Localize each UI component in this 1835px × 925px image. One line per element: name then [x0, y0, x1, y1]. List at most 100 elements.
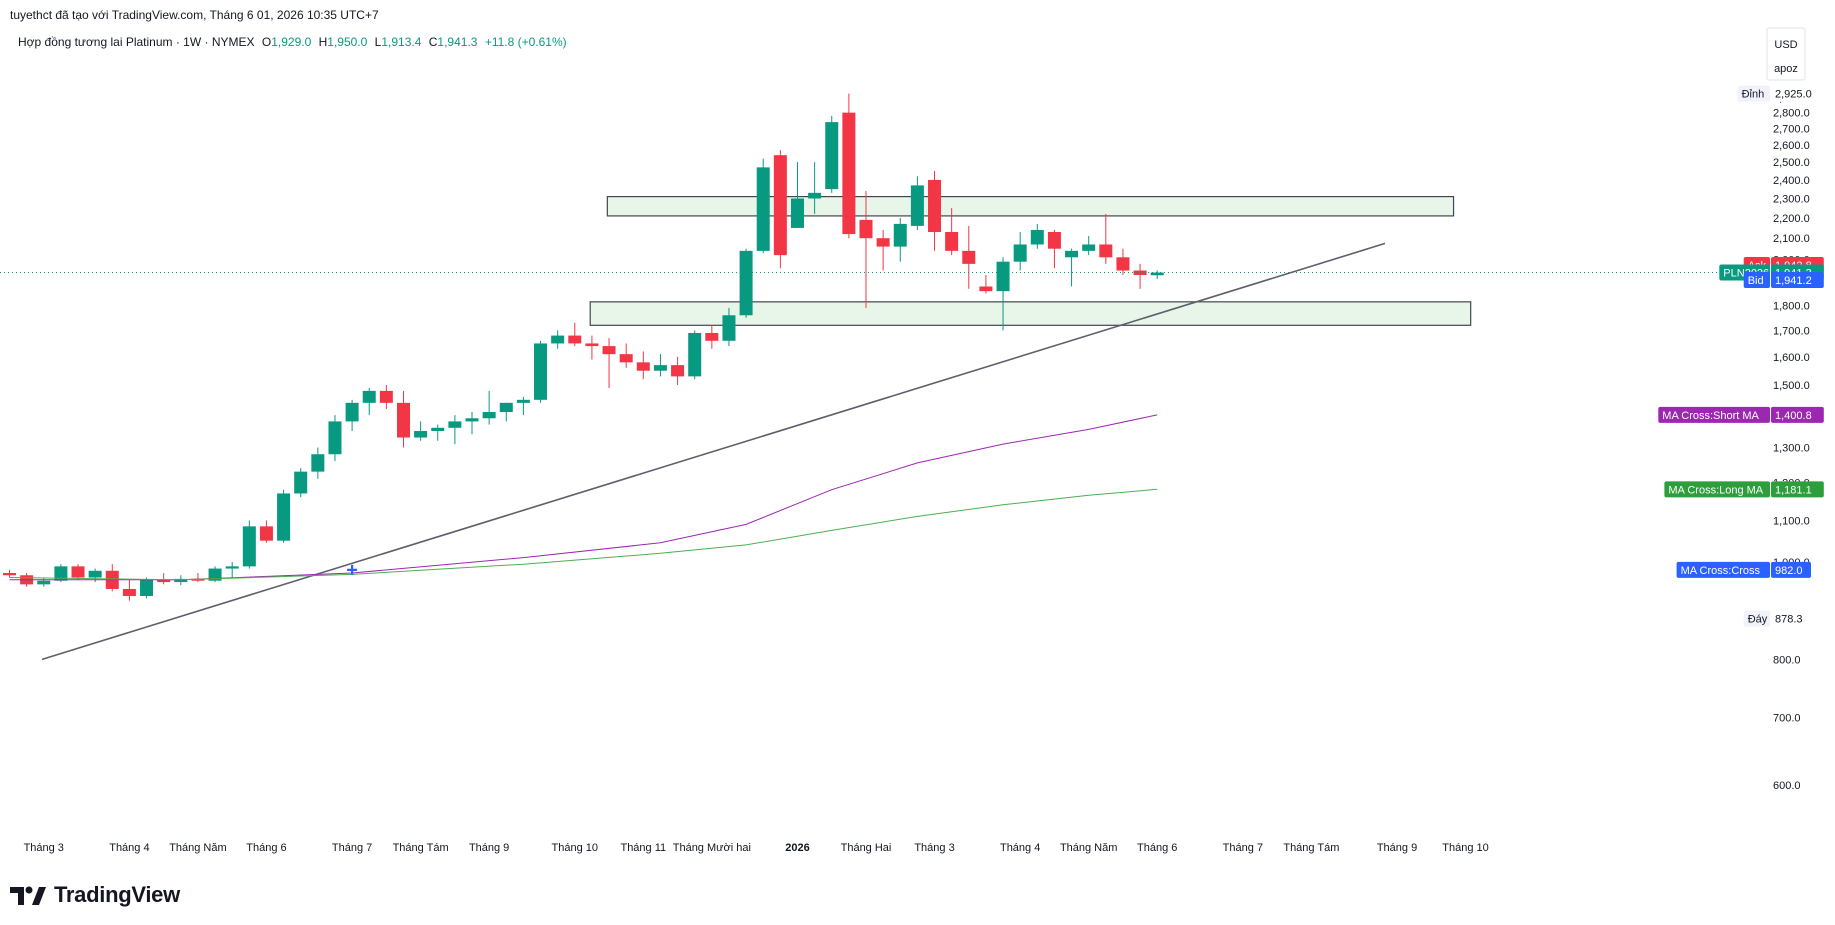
- y-tick-label: 700.0: [1773, 713, 1801, 725]
- candle: [54, 564, 68, 583]
- x-tick-label: Tháng Mười hai: [673, 842, 751, 854]
- candle: [962, 225, 976, 289]
- candle: [1065, 248, 1079, 287]
- ma-long-line: [9, 488, 1158, 581]
- x-tick-label: Tháng 6: [246, 842, 286, 854]
- x-tick-label: Tháng 10: [1442, 842, 1488, 854]
- y-tick-label: 2,400.0: [1773, 175, 1810, 187]
- candle-body: [585, 343, 599, 347]
- candle-body: [876, 238, 890, 247]
- x-tick-label: Tháng Năm: [1060, 842, 1117, 854]
- candle-body: [208, 568, 222, 581]
- y-tick-label: 1,600.0: [1773, 352, 1810, 364]
- candle-body: [1030, 229, 1044, 245]
- ma-short-line: [9, 414, 1158, 581]
- candle-body: [653, 365, 667, 371]
- change-value: +11.8 (+0.61%): [484, 35, 567, 49]
- price-tag-label: Đỉnh: [1742, 89, 1765, 101]
- price-zone-1[interactable]: [606, 196, 1455, 217]
- price-tags: 2,925.0Đỉnh1,942.8Ask1,941.3PLN20261,941…: [1658, 85, 1824, 627]
- axis-unit-box[interactable]: [1766, 27, 1806, 81]
- user-label: apoz: [1774, 63, 1798, 75]
- candle-body: [482, 412, 496, 419]
- candle: [705, 325, 719, 349]
- price-tag: 2,925.0 Đỉnh: [1737, 85, 1824, 102]
- y-tick-label: 2,100.0: [1773, 233, 1810, 245]
- y-tick-label: 2,600.0: [1773, 140, 1810, 152]
- candle: [379, 385, 393, 409]
- low-value: 1,913.4: [381, 35, 422, 49]
- candle-body: [910, 185, 924, 226]
- candle: [3, 569, 16, 578]
- candle: [653, 354, 667, 377]
- candle: [516, 396, 530, 416]
- x-tick-label: Tháng 7: [1223, 842, 1263, 854]
- candle: [790, 162, 804, 228]
- price-tag-label: MA Cross:Short MA: [1662, 410, 1759, 422]
- candle-body: [568, 335, 582, 344]
- candle: [534, 340, 548, 403]
- x-tick-label: Tháng 4: [109, 842, 149, 854]
- candle: [1013, 232, 1027, 271]
- candle-body: [979, 286, 993, 292]
- x-tick-label: Tháng 7: [332, 842, 372, 854]
- candle-body: [225, 566, 239, 569]
- candle-body: [294, 471, 308, 494]
- candle-body: [1150, 272, 1164, 276]
- price-tag-label: Đáy: [1748, 614, 1768, 626]
- y-tick-label: 800.0: [1773, 654, 1801, 666]
- trendline[interactable]: [41, 242, 1386, 661]
- candle-body: [157, 579, 171, 583]
- y-tick-label: 2,700.0: [1773, 124, 1810, 136]
- x-tick-label: Tháng 4: [1000, 842, 1040, 854]
- candle-body: [962, 250, 976, 264]
- candle: [619, 343, 633, 368]
- candle-body: [722, 315, 736, 341]
- price-axis[interactable]: 600.0700.0800.01,000.01,100.01,200.01,30…: [1773, 92, 1810, 792]
- candle: [1047, 229, 1061, 269]
- ma-cross-marker: [347, 564, 358, 575]
- candle-body: [773, 155, 787, 256]
- price-zone-2[interactable]: [589, 301, 1472, 326]
- price-tag-label-bg: [1737, 85, 1770, 102]
- candle-body: [945, 232, 959, 251]
- x-tick-label: Tháng Năm: [169, 842, 226, 854]
- y-tick-label: 2,200.0: [1773, 213, 1810, 225]
- open-value: 1,929.0: [271, 35, 312, 49]
- y-tick-label: 2,800.0: [1773, 108, 1810, 120]
- y-tick-label: 1,500.0: [1773, 380, 1810, 392]
- candle: [499, 402, 513, 422]
- candle: [893, 217, 907, 262]
- tradingview-logo[interactable]: TradingView: [10, 882, 180, 908]
- price-tag: 1,941.2 Bid: [1743, 272, 1824, 289]
- candle-body: [790, 198, 804, 228]
- candle: [311, 447, 325, 479]
- x-tick-label: Tháng 9: [469, 842, 509, 854]
- candle: [362, 387, 376, 416]
- x-tick-label: Tháng 6: [1137, 842, 1177, 854]
- chart-caption: tuyethct đã tạo với TradingView.com, Thá…: [10, 8, 379, 22]
- candle: [465, 412, 479, 435]
- candle: [191, 573, 205, 583]
- candle-body: [842, 112, 856, 235]
- candle-body: [1082, 244, 1096, 251]
- price-tag-value-bg: [1771, 610, 1811, 627]
- time-axis[interactable]: Tháng 3 Tháng 4 Tháng Năm Tháng 6 Tháng 7 Thá…: [24, 842, 1489, 854]
- candle-body: [756, 167, 770, 251]
- candle: [636, 351, 650, 380]
- candle-body: [259, 526, 273, 541]
- symbol-title[interactable]: Hợp đồng tương lai Platinum · 1W · NYMEX: [18, 35, 255, 49]
- candle: [157, 573, 171, 585]
- candle: [242, 520, 256, 569]
- candle: [277, 489, 291, 543]
- candle: [808, 162, 822, 214]
- price-tag-label: MA Cross:Cross: [1681, 565, 1761, 577]
- candle-body: [174, 578, 188, 583]
- candle-body: [140, 579, 154, 596]
- candles: [3, 93, 1164, 601]
- symbol-legend: Hợp đồng tương lai Platinum · 1W · NYMEX…: [18, 35, 567, 49]
- candle: [105, 564, 119, 592]
- candle: [1150, 270, 1164, 279]
- candle-body: [551, 335, 565, 344]
